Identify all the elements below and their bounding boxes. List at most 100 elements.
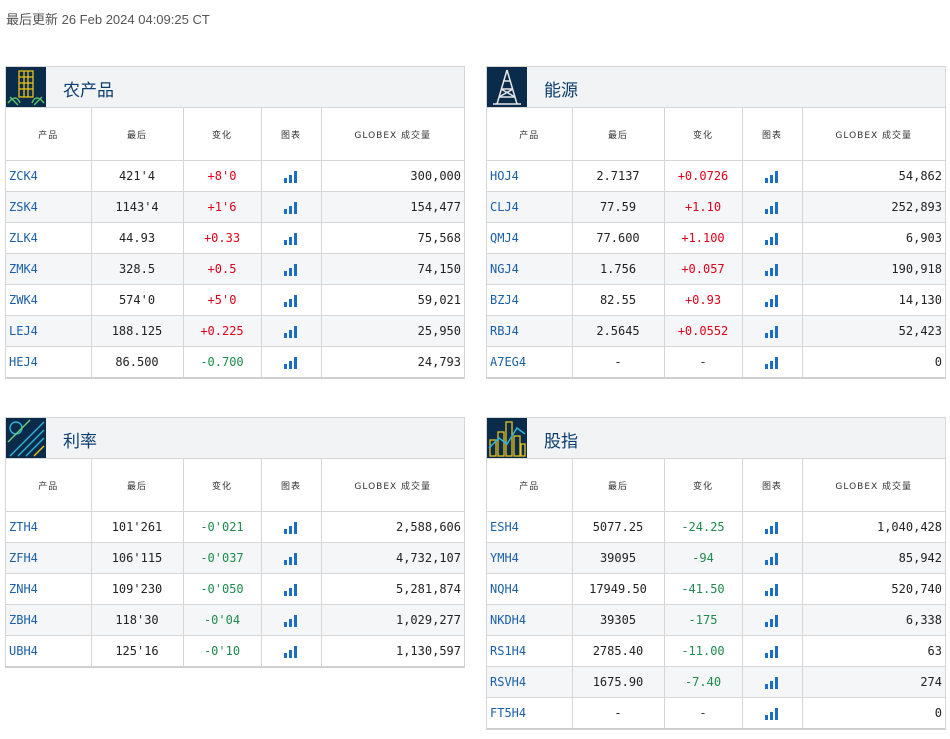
product-code-link[interactable]: NKDH4 — [487, 604, 573, 636]
chart-cell — [261, 160, 322, 192]
bar-chart-icon[interactable] — [284, 293, 298, 307]
product-code-link[interactable]: ZFH4 — [6, 542, 92, 574]
last-price: 1675.90 — [572, 666, 665, 698]
last-price: 1.756 — [572, 253, 665, 285]
last-price: 101'261 — [91, 511, 184, 543]
price-change: +0.0726 — [664, 160, 743, 192]
product-code-link[interactable]: LEJ4 — [6, 315, 92, 347]
header-last: 最后 — [91, 459, 184, 512]
bar-chart-icon[interactable] — [765, 262, 779, 276]
header-last: 最后 — [91, 108, 184, 161]
product-code-link[interactable]: ZBH4 — [6, 604, 92, 636]
product-code-link[interactable]: CLJ4 — [487, 191, 573, 223]
price-change: -0.700 — [183, 346, 262, 377]
chart-cell — [261, 511, 322, 543]
product-code-link[interactable]: ZTH4 — [6, 511, 92, 543]
bar-chart-icon[interactable] — [765, 644, 779, 658]
last-price: 17949.50 — [572, 573, 665, 605]
table-row: HOJ4 2.7137 +0.0726 54,862 — [487, 160, 945, 192]
header-change: 变化 — [183, 108, 262, 161]
chart-cell — [742, 191, 803, 223]
bar-chart-icon[interactable] — [765, 675, 779, 689]
product-code-link[interactable]: HEJ4 — [6, 346, 92, 377]
price-change: -0'037 — [183, 542, 262, 574]
price-change: +0.5 — [183, 253, 262, 285]
bar-chart-icon[interactable] — [284, 231, 298, 245]
bar-chart-icon[interactable] — [765, 169, 779, 183]
chart-cell — [742, 160, 803, 192]
bar-chart-icon[interactable] — [284, 613, 298, 627]
bar-chart-icon[interactable] — [765, 231, 779, 245]
product-code-link[interactable]: RS1H4 — [487, 635, 573, 667]
quotes-table: 产品 最后 变化 图表 GLOBEX 成交量 ZTH4 101'261 -0'021 2,588… — [6, 459, 464, 666]
chart-cell — [261, 191, 322, 223]
bar-chart-icon[interactable] — [284, 582, 298, 596]
product-code-link[interactable]: YMH4 — [487, 542, 573, 574]
bar-chart-icon[interactable] — [284, 169, 298, 183]
product-code-link[interactable]: HOJ4 — [487, 160, 573, 192]
product-code-link[interactable]: UBH4 — [6, 635, 92, 666]
header-globex-volume: GLOBEX 成交量 — [321, 108, 464, 161]
product-code-link[interactable]: FT5H4 — [487, 697, 573, 728]
chart-cell — [261, 315, 322, 347]
price-change: -7.40 — [664, 666, 743, 698]
last-price: 44.93 — [91, 222, 184, 254]
product-code-link[interactable]: ZWK4 — [6, 284, 92, 316]
last-price: 39095 — [572, 542, 665, 574]
header-change: 变化 — [183, 459, 262, 512]
chart-cell — [261, 284, 322, 316]
bar-chart-icon[interactable] — [284, 644, 298, 658]
product-code-link[interactable]: ZSK4 — [6, 191, 92, 223]
product-code-link[interactable]: NGJ4 — [487, 253, 573, 285]
last-price: 77.600 — [572, 222, 665, 254]
last-price: 109'230 — [91, 573, 184, 605]
globex-volume: 59,021 — [321, 284, 464, 316]
bar-chart-icon[interactable] — [765, 293, 779, 307]
bar-chart-icon[interactable] — [765, 551, 779, 565]
product-code-link[interactable]: ZNH4 — [6, 573, 92, 605]
last-price: 1143'4 — [91, 191, 184, 223]
product-code-link[interactable]: ZLK4 — [6, 222, 92, 254]
bar-chart-icon[interactable] — [765, 520, 779, 534]
product-code-link[interactable]: RBJ4 — [487, 315, 573, 347]
bar-chart-icon[interactable] — [284, 262, 298, 276]
panel-title: 利率 — [63, 432, 97, 452]
bar-chart-icon[interactable] — [284, 520, 298, 534]
product-code-link[interactable]: ZCK4 — [6, 160, 92, 192]
product-code-link[interactable]: BZJ4 — [487, 284, 573, 316]
globex-volume: 6,903 — [802, 222, 945, 254]
table-row: HEJ4 86.500 -0.700 24,793 — [6, 346, 464, 377]
bar-chart-icon[interactable] — [765, 582, 779, 596]
price-change: +0.057 — [664, 253, 743, 285]
chart-cell — [261, 542, 322, 574]
product-code-link[interactable]: NQH4 — [487, 573, 573, 605]
product-code-link[interactable]: ESH4 — [487, 511, 573, 543]
chart-cell — [742, 346, 803, 377]
product-code-link[interactable]: A7EG4 — [487, 346, 573, 377]
table-row: RS1H4 2785.40 -11.00 63 — [487, 635, 945, 667]
price-change: -41.50 — [664, 573, 743, 605]
bar-chart-icon[interactable] — [284, 551, 298, 565]
table-row: LEJ4 188.125 +0.225 25,950 — [6, 315, 464, 347]
bar-chart-icon[interactable] — [284, 200, 298, 214]
oil-rig-icon — [487, 67, 527, 107]
interest-rate-icon — [6, 418, 46, 458]
price-change: +1.10 — [664, 191, 743, 223]
header-product: 产品 — [6, 459, 92, 512]
bar-chart-icon[interactable] — [284, 355, 298, 369]
globex-volume: 6,338 — [802, 604, 945, 636]
product-code-link[interactable]: QMJ4 — [487, 222, 573, 254]
product-code-link[interactable]: ZMK4 — [6, 253, 92, 285]
panel-title: 能源 — [544, 81, 578, 101]
bar-chart-icon[interactable] — [765, 355, 779, 369]
product-code-link[interactable]: RSVH4 — [487, 666, 573, 698]
bar-chart-icon[interactable] — [765, 324, 779, 338]
globex-volume: 25,950 — [321, 315, 464, 347]
bar-chart-icon[interactable] — [765, 613, 779, 627]
bar-chart-icon[interactable] — [284, 324, 298, 338]
last-price: 5077.25 — [572, 511, 665, 543]
bar-chart-icon[interactable] — [765, 706, 779, 720]
last-price: 328.5 — [91, 253, 184, 285]
header-product: 产品 — [487, 108, 573, 161]
bar-chart-icon[interactable] — [765, 200, 779, 214]
